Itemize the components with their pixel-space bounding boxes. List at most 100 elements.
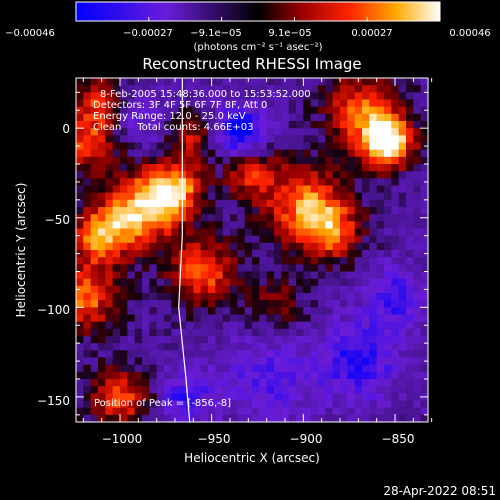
heatmap-cell [193, 414, 202, 422]
heatmap-cell [215, 149, 224, 158]
heatmap-cell [134, 393, 143, 402]
heatmap-cell [83, 328, 92, 337]
heatmap-cell [156, 164, 165, 172]
heatmap-cell [384, 314, 392, 323]
heatmap-cell [208, 379, 216, 387]
heatmap-cell [318, 207, 326, 215]
heatmap-cell [142, 285, 150, 294]
heatmap-cell [296, 135, 304, 144]
heatmap-cell [149, 149, 158, 158]
heatmap-cell [354, 300, 363, 308]
heatmap-cell [296, 128, 304, 136]
heatmap-cell [281, 314, 290, 323]
heatmap-cell [178, 285, 187, 294]
heatmap-cell [156, 271, 165, 280]
heatmap-cell [310, 400, 319, 409]
heatmap-cell [252, 250, 260, 258]
heatmap-cell [171, 407, 180, 416]
heatmap-cell [156, 307, 165, 316]
heatmap-cell [208, 307, 216, 316]
heatmap-cell [274, 300, 282, 308]
heatmap-cell [369, 364, 378, 373]
heatmap-cell [186, 78, 194, 86]
heatmap-cell [127, 300, 136, 308]
heatmap-cell [215, 285, 224, 294]
heatmap-cell [274, 314, 282, 323]
heatmap-cell [134, 85, 143, 93]
heatmap-cell [215, 92, 224, 101]
heatmap-cell [76, 386, 84, 394]
heatmap-cell [142, 121, 150, 129]
heatmap-cell [420, 164, 428, 172]
heatmap-cell [76, 371, 84, 380]
heatmap-cell [149, 78, 158, 86]
heatmap-cell [156, 113, 165, 122]
heatmap-cell [134, 221, 143, 230]
heatmap-cell [142, 414, 150, 422]
heatmap-cell [406, 192, 414, 201]
heatmap-cell [98, 364, 106, 373]
heatmap-cell [237, 364, 246, 373]
heatmap-cell [134, 271, 143, 280]
heatmap-cell [244, 99, 253, 108]
heatmap-cell [391, 156, 400, 165]
heatmap-cell [193, 307, 202, 316]
heatmap-cell [83, 128, 92, 136]
heatmap-cell [83, 135, 92, 144]
heatmap-cell [391, 192, 400, 201]
heatmap-cell [83, 300, 92, 308]
heatmap-cell [186, 321, 194, 330]
heatmap-cell [171, 149, 180, 158]
heatmap-cell [105, 285, 114, 294]
heatmap-cell [90, 364, 99, 373]
heatmap-cell [406, 142, 414, 151]
heatmap-cell [420, 264, 428, 273]
heatmap-cell [413, 235, 422, 244]
heatmap-cell [369, 414, 378, 422]
heatmap-cell [362, 293, 370, 301]
heatmap-cell [303, 393, 312, 402]
heatmap-cell [325, 278, 334, 287]
heatmap-cell [171, 278, 180, 287]
heatmap-cell [244, 379, 253, 387]
heatmap-cell [259, 285, 268, 294]
heatmap-cell [193, 221, 202, 230]
heatmap-cell [164, 371, 172, 380]
heatmap-cell [281, 407, 290, 416]
heatmap-cell [259, 156, 268, 165]
heatmap-cell [230, 78, 238, 86]
heatmap-cell [142, 293, 150, 301]
heatmap-cell [362, 85, 370, 93]
heatmap-cell [193, 235, 202, 244]
heatmap-cell [420, 149, 428, 158]
heatmap-cell [178, 350, 187, 359]
heatmap-cell [266, 164, 275, 172]
heatmap-cell [303, 271, 312, 280]
heatmap-cell [215, 393, 224, 402]
heatmap-cell [340, 293, 348, 301]
heatmap-cell [76, 336, 84, 344]
heatmap-cell [252, 414, 260, 422]
heatmap-cell [391, 336, 400, 344]
heatmap-cell [259, 379, 268, 387]
heatmap-cell [303, 106, 312, 115]
heatmap-cell [186, 300, 194, 308]
heatmap-cell [208, 221, 216, 230]
heatmap-cell [332, 221, 341, 230]
heatmap-cell [296, 106, 304, 115]
heatmap-cell [318, 221, 326, 230]
heatmap-cell [120, 278, 128, 287]
heatmap-cell [193, 278, 202, 287]
heatmap-cell [193, 257, 202, 265]
heatmap-cell [208, 199, 216, 208]
heatmap-cell [208, 250, 216, 258]
heatmap-cell [376, 92, 385, 101]
heatmap-cell [164, 99, 172, 108]
heatmap-cell [296, 293, 304, 301]
heatmap-cell [340, 164, 348, 172]
heatmap-cell [230, 85, 238, 93]
heatmap-cell [398, 235, 407, 244]
heatmap-cell [259, 192, 268, 201]
heatmap-cell [105, 407, 114, 416]
heatmap-cell [420, 364, 428, 373]
